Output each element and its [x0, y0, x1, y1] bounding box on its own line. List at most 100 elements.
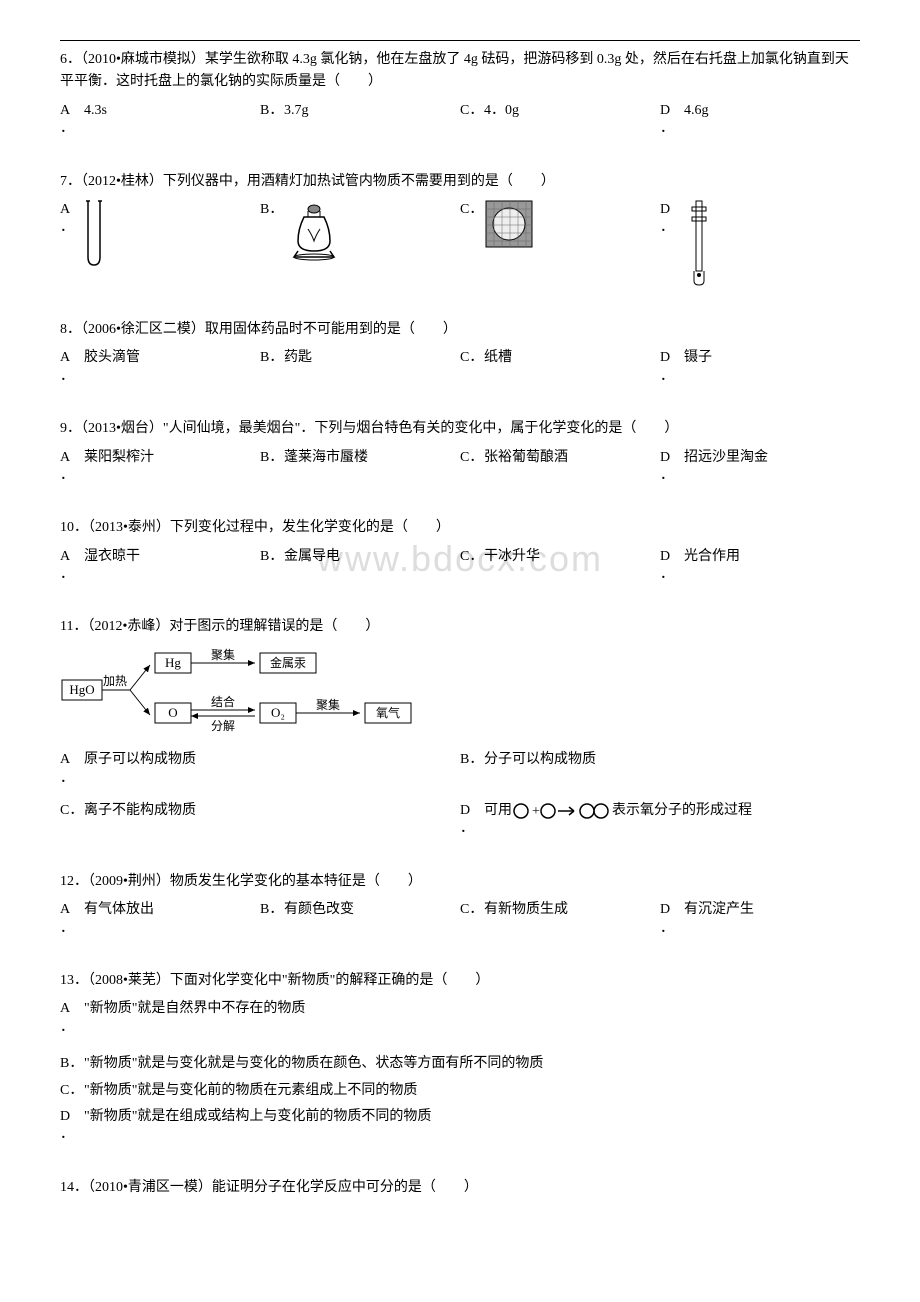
option-11d-text: 可用 + 表示氧分子的形成过程 [484, 800, 860, 822]
option-13d-label: D． [60, 1106, 84, 1147]
diagram-o: O [168, 705, 177, 720]
option-10a-text: 湿衣晾干 [84, 546, 260, 568]
option-13c-label: C． [60, 1080, 84, 1102]
option-11d-label: D． [460, 800, 484, 841]
option-7d-label: D． [660, 199, 684, 240]
option-7a: A． [60, 199, 260, 289]
option-12c-label: C． [460, 899, 484, 921]
option-13b-label: B． [60, 1053, 84, 1075]
option-13a-text: "新物质"就是自然界中不存在的物质 [84, 998, 860, 1020]
option-6c: C． 4．0g [460, 100, 660, 141]
diagram-decompose: 分解 [211, 719, 235, 733]
question-7-text: 7．（2012•桂林）下列仪器中，用酒精灯加热试管内物质不需要用到的是（ ） [60, 171, 860, 193]
question-9-options: A． 莱阳梨榨汁 B． 蓬莱海市蜃楼 C． 张裕葡萄酿酒 D． 招远沙里淘金 [60, 447, 860, 488]
diagram-gather2: 聚集 [316, 697, 340, 712]
question-14: 14．（2010•青浦区一模）能证明分子在化学反应中可分的是（ ） [60, 1177, 860, 1199]
option-10c: C． 干冰升华 [460, 546, 660, 587]
diagram-heat: 加热 [103, 674, 127, 688]
option-9a: A． 莱阳梨榨汁 [60, 447, 260, 488]
test-tube-icon [84, 199, 144, 289]
option-6c-text: 4．0g [484, 100, 660, 122]
diagram-hg: Hg [165, 655, 181, 670]
option-13a-label: A． [60, 998, 84, 1039]
question-8-text: 8．（2006•徐汇区二模）取用固体药品时不可能用到的是（ ） [60, 319, 860, 341]
question-6-options: A． 4.3s B． 3.7g C． 4．0g D． 4.6g [60, 100, 860, 141]
option-13c-text: "新物质"就是与变化前的物质在元素组成上不同的物质 [84, 1080, 860, 1102]
option-11c-label: C． [60, 800, 84, 822]
option-12a: A． 有气体放出 [60, 899, 260, 940]
question-11-text: 11．（2012•赤峰）对于图示的理解错误的是（ ） [60, 616, 860, 638]
option-11d: D． 可用 + 表示氧分子的形成过程 [460, 800, 860, 841]
diagram-o2: O₂ [271, 705, 285, 720]
option-8b-label: B． [260, 347, 284, 369]
option-10d-text: 光合作用 [684, 546, 860, 568]
question-6-text: 6．（2010•麻城市模拟）某学生欲称取 4.3g 氯化钠，他在左盘放了 4g … [60, 49, 860, 94]
option-9d: D． 招远沙里淘金 [660, 447, 860, 488]
question-10-options: A． 湿衣晾干 B． 金属导电 C． 干冰升华 D． 光合作用 [60, 546, 860, 587]
option-11b-label: B． [460, 749, 484, 771]
option-12b: B． 有颜色改变 [260, 899, 460, 940]
option-8c: C． 纸槽 [460, 347, 660, 388]
option-8a-label: A． [60, 347, 84, 388]
option-12d-text: 有沉淀产生 [684, 899, 860, 921]
option-7b: B． [260, 199, 460, 289]
option-8d: D． 镊子 [660, 347, 860, 388]
question-12-text: 12．（2009•荆州）物质发生化学变化的基本特征是（ ） [60, 871, 860, 893]
option-9d-label: D． [660, 447, 684, 488]
question-8: 8．（2006•徐汇区二模）取用固体药品时不可能用到的是（ ） A． 胶头滴管 … [60, 319, 860, 388]
option-7c: C． [460, 199, 660, 289]
option-8b-text: 药匙 [284, 347, 460, 369]
option-12d: D． 有沉淀产生 [660, 899, 860, 940]
option-10a-label: A． [60, 546, 84, 587]
option-12c: C． 有新物质生成 [460, 899, 660, 940]
option-9a-label: A． [60, 447, 84, 488]
option-11b-text: 分子可以构成物质 [484, 749, 860, 771]
oxygen-molecule-icon: + [512, 802, 612, 820]
diagram-hgo: HgO [69, 682, 94, 697]
option-10b: B． 金属导电 [260, 546, 460, 587]
option-10b-label: B． [260, 546, 284, 568]
option-12a-text: 有气体放出 [84, 899, 260, 921]
option-9a-text: 莱阳梨榨汁 [84, 447, 260, 469]
option-12b-label: B． [260, 899, 284, 921]
option-9b-text: 蓬莱海市蜃楼 [284, 447, 460, 469]
option-8c-label: C． [460, 347, 484, 369]
question-11-diagram: HgO 加热 Hg O 聚集 金属汞 结合 分解 O₂ [60, 645, 860, 743]
option-6a-text: 4.3s [84, 100, 260, 122]
option-10d: D． 光合作用 [660, 546, 860, 587]
diagram-oxygen: 氧气 [376, 705, 400, 720]
option-13d: D． "新物质"就是在组成或结构上与变化前的物质不同的物质 [60, 1106, 860, 1147]
question-7-options: A． B． [60, 199, 860, 289]
option-11c: C． 离子不能构成物质 [60, 800, 460, 841]
option-10b-text: 金属导电 [284, 546, 460, 568]
svg-text:+: + [532, 804, 540, 819]
option-9d-text: 招远沙里淘金 [684, 447, 860, 469]
alcohol-lamp-icon [284, 199, 344, 289]
option-11b: B． 分子可以构成物质 [460, 749, 860, 790]
page-top-border [60, 40, 860, 41]
option-9c-label: C． [460, 447, 484, 469]
option-7d: D． [660, 199, 860, 289]
question-13: 13．（2008•莱芜）下面对化学变化中"新物质"的解释正确的是（ ） A． "… [60, 970, 860, 1147]
option-11a: A． 原子可以构成物质 [60, 749, 460, 790]
option-6b: B． 3.7g [260, 100, 460, 141]
option-6a-label: A． [60, 100, 84, 141]
option-11a-label: A． [60, 749, 84, 790]
question-12-options: A． 有气体放出 B． 有颜色改变 C． 有新物质生成 D． 有沉淀产生 [60, 899, 860, 940]
question-9: 9．（2013•烟台）"人间仙境，最美烟台"．下列与烟台特色有关的变化中，属于化… [60, 418, 860, 487]
option-9b-label: B． [260, 447, 284, 469]
option-13c: C． "新物质"就是与变化前的物质在元素组成上不同的物质 [60, 1080, 860, 1102]
option-8a-text: 胶头滴管 [84, 347, 260, 369]
diagram-combine: 结合 [211, 694, 235, 709]
option-6d-text: 4.6g [684, 100, 860, 122]
option-7c-label: C． [460, 199, 484, 221]
option-13d-text: "新物质"就是在组成或结构上与变化前的物质不同的物质 [84, 1106, 860, 1128]
option-6b-text: 3.7g [284, 100, 460, 122]
option-12c-text: 有新物质生成 [484, 899, 660, 921]
question-11: 11．（2012•赤峰）对于图示的理解错误的是（ ） HgO 加热 Hg O [60, 616, 860, 840]
question-12: 12．（2009•荆州）物质发生化学变化的基本特征是（ ） A． 有气体放出 B… [60, 871, 860, 940]
option-8b: B． 药匙 [260, 347, 460, 388]
question-9-text: 9．（2013•烟台）"人间仙境，最美烟台"．下列与烟台特色有关的变化中，属于化… [60, 418, 860, 440]
option-8c-text: 纸槽 [484, 347, 660, 369]
question-11-options-row1: A． 原子可以构成物质 B． 分子可以构成物质 [60, 749, 860, 790]
